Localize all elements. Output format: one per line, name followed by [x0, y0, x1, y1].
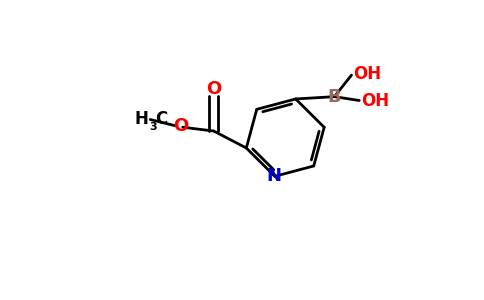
- Text: OH: OH: [353, 64, 381, 82]
- Text: 3: 3: [150, 122, 157, 132]
- Text: O: O: [173, 117, 188, 135]
- Text: OH: OH: [361, 92, 389, 110]
- Text: H: H: [135, 110, 149, 128]
- Text: B: B: [328, 88, 341, 106]
- Text: C: C: [155, 110, 167, 128]
- Text: O: O: [206, 80, 221, 98]
- Text: N: N: [267, 167, 282, 185]
